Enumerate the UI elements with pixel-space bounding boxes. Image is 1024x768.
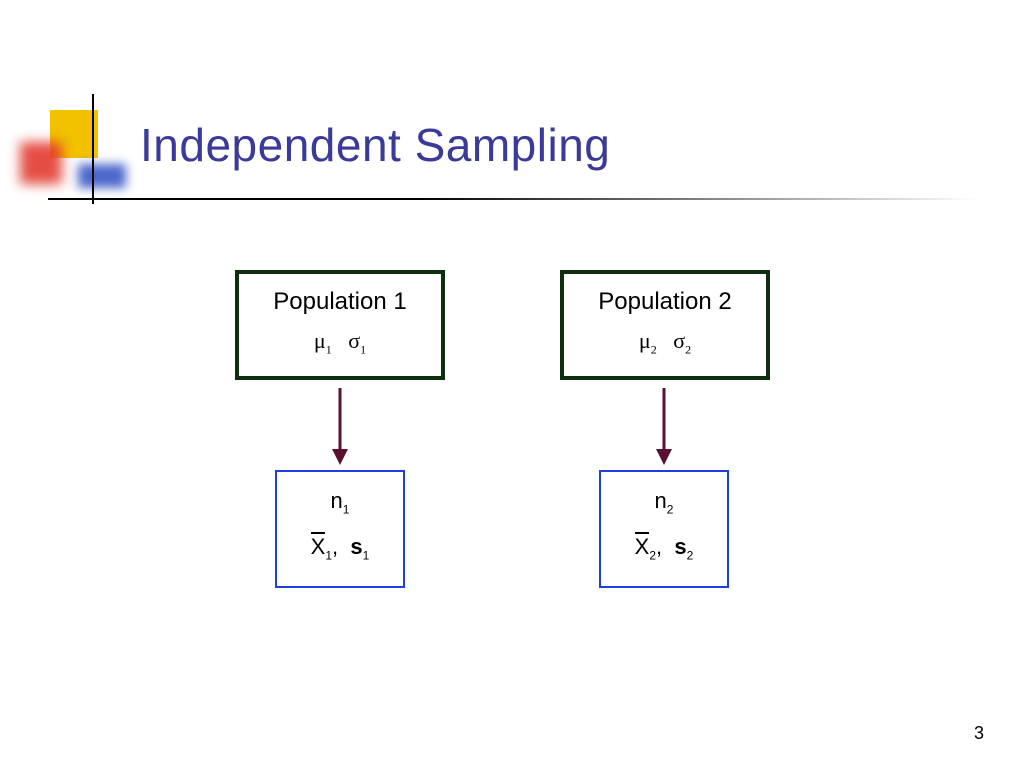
sample-stats: X2, s2 [601,534,727,562]
sample-n: n1 [277,488,403,516]
sample-box-2: n2 X2, s2 [599,470,729,588]
population-box-2: Population 2 μ2 σ2 [560,270,770,380]
diagram-area: Population 1 μ1 σ1 n1 X1, s1 Population 2 μ2 … [0,270,1024,670]
arrow-down-icon [649,388,679,469]
population-box-1: Population 1 μ1 σ1 [235,270,445,380]
sample-stats: X1, s1 [277,534,403,562]
arrow-down-icon [325,388,355,469]
population-title: Population 1 [239,288,441,316]
decor-square-red [20,142,62,184]
decor-square-yellow [50,110,98,158]
population-title: Population 2 [564,288,766,316]
title-decoration [20,100,140,200]
sample-n: n2 [601,488,727,516]
decor-square-blue [78,164,126,188]
decor-vertical-line [92,94,94,204]
sample-box-1: n1 X1, s1 [275,470,405,588]
title-underline [48,198,978,200]
slide-title: Independent Sampling [140,118,610,172]
population-params: μ2 σ2 [564,328,766,357]
page-number: 3 [974,723,984,744]
population-params: μ1 σ1 [239,328,441,357]
